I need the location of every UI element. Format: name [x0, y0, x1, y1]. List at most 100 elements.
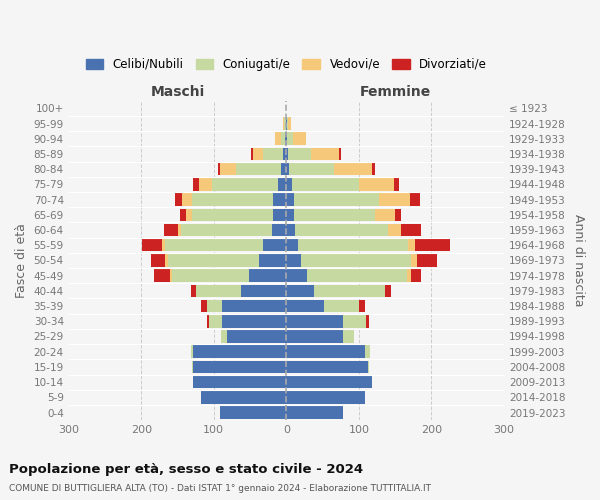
Bar — [286, 391, 365, 404]
Bar — [375, 208, 395, 221]
Bar — [178, 224, 181, 236]
Bar — [263, 148, 283, 160]
Bar — [343, 330, 355, 342]
Bar — [193, 360, 286, 373]
Bar — [154, 270, 170, 282]
Bar — [286, 270, 307, 282]
Bar — [193, 346, 286, 358]
Bar — [366, 315, 369, 328]
Bar — [186, 208, 192, 221]
Bar — [298, 239, 408, 252]
Bar — [286, 178, 292, 190]
Bar — [286, 254, 301, 266]
Bar — [359, 178, 394, 190]
Y-axis label: Fasce di età: Fasce di età — [15, 223, 28, 298]
Text: COMUNE DI BUTTIGLIERA ALTA (TO) - Dati ISTAT 1° gennaio 2024 - Elaborazione TUTT: COMUNE DI BUTTIGLIERA ALTA (TO) - Dati I… — [9, 484, 431, 493]
Bar — [253, 148, 263, 160]
Text: Popolazione per età, sesso e stato civile - 2024: Popolazione per età, sesso e stato civil… — [9, 462, 363, 475]
Bar — [182, 194, 192, 206]
Bar — [175, 194, 182, 206]
Bar — [286, 208, 293, 221]
Bar — [170, 270, 172, 282]
Bar — [286, 330, 343, 342]
Text: Maschi: Maschi — [151, 85, 205, 99]
Bar — [401, 224, 421, 236]
Bar — [338, 148, 341, 160]
Bar — [286, 315, 343, 328]
Y-axis label: Anni di nascita: Anni di nascita — [572, 214, 585, 306]
Bar — [221, 330, 227, 342]
Bar — [241, 284, 286, 297]
Bar — [283, 148, 286, 160]
Bar — [192, 194, 273, 206]
Bar — [286, 239, 298, 252]
Bar — [334, 163, 372, 175]
Bar — [212, 178, 278, 190]
Bar — [273, 194, 286, 206]
Bar — [206, 315, 209, 328]
Bar — [251, 148, 253, 160]
Bar — [164, 224, 178, 236]
Bar — [365, 346, 370, 358]
Bar — [289, 118, 292, 130]
Bar — [394, 178, 400, 190]
Bar — [220, 406, 286, 419]
Bar — [281, 163, 286, 175]
Bar — [385, 284, 391, 297]
Bar — [287, 118, 289, 130]
Bar — [288, 148, 311, 160]
Bar — [286, 118, 287, 130]
Bar — [295, 224, 388, 236]
Bar — [181, 224, 272, 236]
Bar — [278, 178, 286, 190]
Bar — [343, 315, 366, 328]
Bar — [286, 148, 288, 160]
Bar — [311, 148, 338, 160]
Bar — [301, 254, 411, 266]
Bar — [286, 224, 295, 236]
Bar — [293, 132, 306, 145]
Bar — [415, 239, 450, 252]
Bar — [248, 270, 286, 282]
Bar — [201, 391, 286, 404]
Bar — [286, 284, 314, 297]
Bar — [379, 194, 410, 206]
Bar — [191, 346, 193, 358]
Bar — [192, 360, 193, 373]
Bar — [289, 163, 334, 175]
Bar — [411, 270, 421, 282]
Bar — [293, 208, 375, 221]
Bar — [283, 118, 284, 130]
Bar — [196, 284, 241, 297]
Bar — [286, 360, 368, 373]
Bar — [307, 270, 407, 282]
Bar — [286, 406, 343, 419]
Bar — [284, 118, 286, 130]
Bar — [314, 284, 385, 297]
Text: Femmine: Femmine — [359, 85, 431, 99]
Bar — [410, 194, 420, 206]
Bar — [408, 239, 415, 252]
Bar — [368, 360, 369, 373]
Bar — [220, 163, 236, 175]
Bar — [259, 254, 286, 266]
Bar — [263, 239, 286, 252]
Bar — [388, 224, 401, 236]
Bar — [272, 224, 286, 236]
Bar — [286, 132, 287, 145]
Bar — [372, 163, 375, 175]
Bar — [411, 254, 417, 266]
Bar — [223, 300, 286, 312]
Bar — [206, 300, 223, 312]
Bar — [192, 208, 273, 221]
Bar — [275, 132, 281, 145]
Bar — [168, 254, 259, 266]
Bar — [218, 163, 220, 175]
Bar — [193, 178, 199, 190]
Bar — [172, 270, 248, 282]
Bar — [407, 270, 411, 282]
Bar — [223, 315, 286, 328]
Bar — [286, 194, 293, 206]
Bar — [227, 330, 286, 342]
Legend: Celibi/Nubili, Coniugati/e, Vedovi/e, Divorziati/e: Celibi/Nubili, Coniugati/e, Vedovi/e, Di… — [83, 56, 490, 73]
